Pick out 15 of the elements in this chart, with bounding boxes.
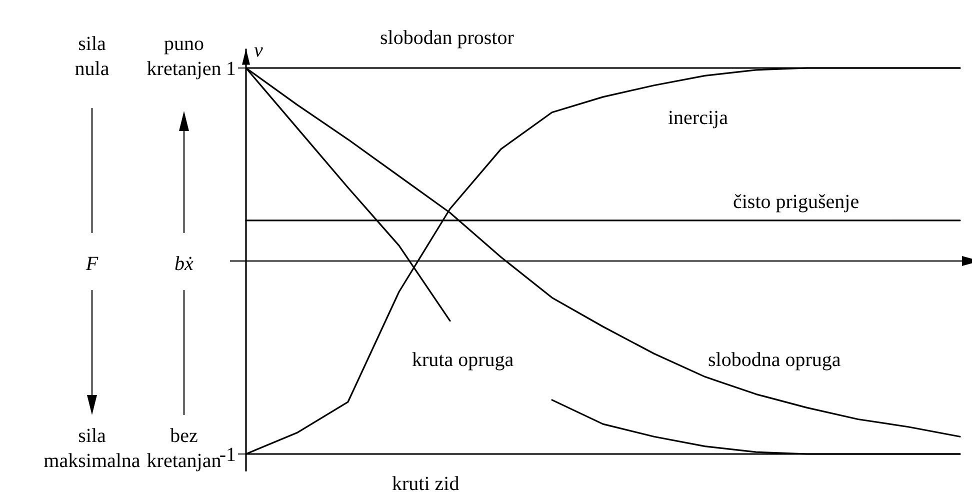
series-label: čisto prigušenje (733, 191, 860, 213)
text: kruta opruga (412, 349, 514, 371)
text: bẋ (174, 253, 194, 275)
series-label: kruti zid (392, 473, 460, 495)
y-tick-label: 1 (226, 58, 236, 80)
text: puno kretanjen (146, 33, 222, 80)
text: F (84, 253, 99, 275)
text: bez kretanjan (146, 425, 222, 472)
series-label: slobodan prostor (380, 27, 514, 49)
y-axis-title: v (254, 40, 263, 62)
series-label: inercija (668, 107, 728, 129)
y-tick-label: -1 (219, 444, 236, 466)
text: sila maksimalna (44, 425, 140, 472)
series-label: slobodna opruga (708, 349, 841, 371)
text: sila nula (74, 33, 110, 80)
